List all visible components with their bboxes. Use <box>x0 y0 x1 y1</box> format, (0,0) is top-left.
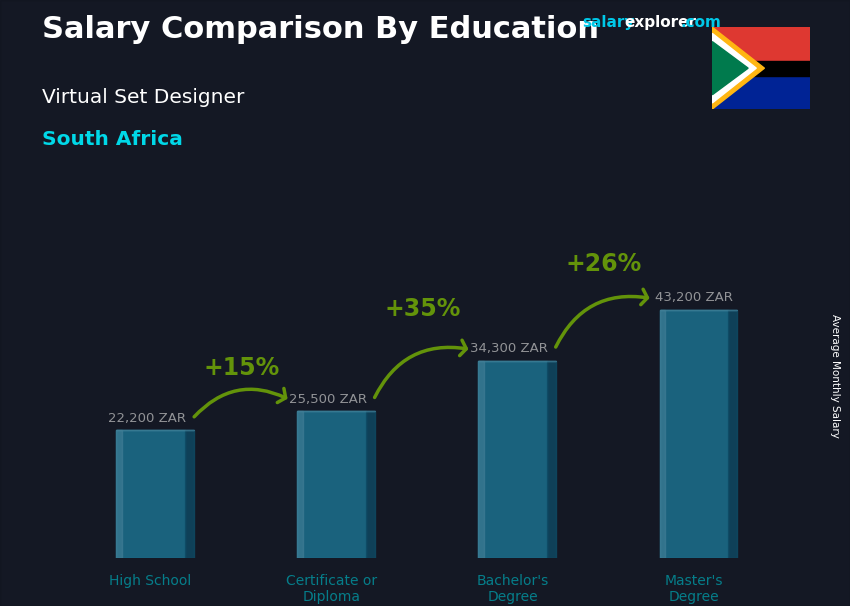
Bar <box>712 68 810 109</box>
Text: 34,300 ZAR: 34,300 ZAR <box>470 342 548 355</box>
Bar <box>712 61 810 76</box>
Polygon shape <box>479 361 547 558</box>
Polygon shape <box>366 411 375 558</box>
Polygon shape <box>660 310 665 558</box>
Polygon shape <box>479 361 484 558</box>
Text: +35%: +35% <box>384 298 461 321</box>
Polygon shape <box>660 310 728 558</box>
Polygon shape <box>728 310 737 558</box>
Polygon shape <box>712 42 748 95</box>
FancyArrowPatch shape <box>375 340 467 398</box>
Polygon shape <box>116 430 185 558</box>
Polygon shape <box>712 27 764 109</box>
Polygon shape <box>712 33 756 103</box>
Text: Salary Comparison By Education: Salary Comparison By Education <box>42 15 599 44</box>
Polygon shape <box>547 361 556 558</box>
Polygon shape <box>298 411 366 558</box>
Polygon shape <box>298 411 303 558</box>
Text: explorer: explorer <box>625 15 697 30</box>
FancyArrowPatch shape <box>194 388 286 417</box>
Text: .com: .com <box>680 15 721 30</box>
FancyArrowPatch shape <box>556 289 648 347</box>
Text: South Africa: South Africa <box>42 130 184 149</box>
Polygon shape <box>116 430 122 558</box>
Text: salary: salary <box>582 15 635 30</box>
Text: +26%: +26% <box>565 252 642 276</box>
Text: Average Monthly Salary: Average Monthly Salary <box>830 314 840 438</box>
Bar <box>712 27 810 68</box>
Text: +15%: +15% <box>203 356 280 381</box>
Text: 25,500 ZAR: 25,500 ZAR <box>289 393 367 405</box>
Polygon shape <box>185 430 194 558</box>
Text: 43,200 ZAR: 43,200 ZAR <box>655 291 733 304</box>
Text: 22,200 ZAR: 22,200 ZAR <box>108 411 186 425</box>
Text: Virtual Set Designer: Virtual Set Designer <box>42 88 245 107</box>
